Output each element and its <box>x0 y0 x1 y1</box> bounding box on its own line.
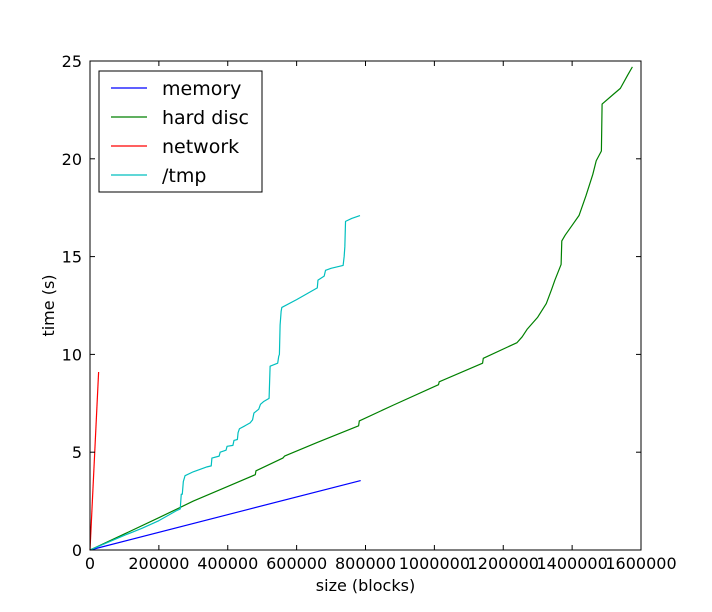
y-tick-label: 20 <box>62 150 82 169</box>
x-axis-label: size (blocks) <box>316 576 415 595</box>
x-tick-label: 1600000 <box>605 554 676 573</box>
x-tick-label: 400000 <box>197 554 258 573</box>
legend-label: hard disc <box>162 107 249 129</box>
x-tick-label: 1200000 <box>468 554 539 573</box>
series-line-hard-disc <box>89 66 633 551</box>
legend-box <box>98 70 263 193</box>
legend-label: memory <box>162 78 241 100</box>
x-tick-label: 200000 <box>128 554 189 573</box>
x-tick-label: 600000 <box>266 554 327 573</box>
ticks-layer: 0 200000 400000 600000 800000 100000012000001… <box>62 52 677 573</box>
x-tick-label: 1000000 <box>399 554 470 573</box>
y-tick-label: 25 <box>62 52 82 71</box>
x-tick-label: 800000 <box>335 554 396 573</box>
x-tick-label: 0 <box>85 554 95 573</box>
series-line-memory <box>89 479 361 551</box>
y-tick-label: 5 <box>72 443 82 462</box>
series-line-tmp <box>89 214 361 551</box>
y-tick-label: 0 <box>72 541 82 560</box>
legend: memory hard disc network/tmp <box>98 70 263 193</box>
x-tick-label: 1400000 <box>536 554 607 573</box>
y-tick-label: 10 <box>62 345 82 364</box>
y-axis-label: time (s) <box>39 274 58 336</box>
legend-label: network <box>162 136 239 158</box>
legend-label: /tmp <box>162 165 206 187</box>
series-layer <box>89 66 633 551</box>
series-line-network <box>89 371 100 551</box>
y-tick-label: 15 <box>62 248 82 267</box>
